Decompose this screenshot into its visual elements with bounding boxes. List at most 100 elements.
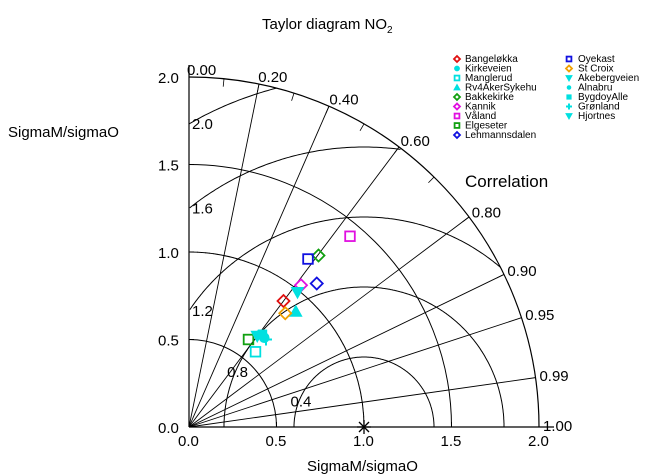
legend-marker [565, 55, 573, 63]
rms-label: 0.4 [291, 393, 312, 410]
data-point [249, 346, 262, 358]
correlation-line [188, 83, 260, 428]
marker-layer [242, 230, 371, 434]
data-point [250, 330, 265, 344]
correlation-label: 0.90 [507, 263, 536, 280]
grid-layer [188, 65, 554, 428]
correlation-minor-tick [428, 176, 435, 184]
correlation-label: 0.20 [258, 69, 287, 86]
legend-marker [564, 64, 574, 73]
legend-label: BygdoyAlle [578, 92, 628, 103]
rms-arc [293, 356, 435, 427]
legend-label: Rv4AkerSykehu [465, 83, 537, 94]
std-arc [188, 76, 540, 428]
correlation-minor-tick [291, 93, 295, 101]
legend-marker [452, 130, 462, 140]
correlation-line [188, 377, 536, 428]
legend-label: Kannik [465, 102, 497, 113]
correlation-line [188, 216, 470, 428]
rms-arc [223, 286, 505, 427]
correlation-label: 0.99 [539, 368, 568, 385]
legend-marker [565, 75, 573, 83]
legend-marker [453, 74, 461, 82]
legend-label: St Croix [578, 64, 614, 75]
rms-arc [188, 87, 277, 125]
legend: BangeløkkaKirkeveienManglerudRv4AkerSyke… [452, 54, 639, 141]
x-tick-label: 0.0 [178, 433, 199, 450]
legend-label: Oyekast [578, 54, 615, 65]
y-tick-label: 0.5 [158, 333, 179, 350]
x-tick-label: 1.0 [353, 433, 374, 450]
x-tick-label: 1.5 [441, 433, 462, 450]
correlation-label: 0.80 [472, 204, 501, 221]
legend-marker [452, 102, 462, 111]
legend-label: Våland [465, 110, 496, 122]
correlation-line [188, 274, 505, 428]
legend-marker [566, 94, 572, 100]
legend-label: Bakkekirke [465, 92, 514, 103]
legend-marker [566, 85, 572, 90]
x-tick-label: 0.5 [266, 433, 287, 450]
data-point [276, 293, 291, 309]
correlation-label: 0.00 [187, 62, 216, 79]
rms-arc [189, 146, 401, 209]
chart-title-main: Taylor diagram NO [262, 16, 387, 33]
legend-label: Alnabru [578, 83, 612, 94]
legend-label: Akebergveien [578, 73, 639, 84]
legend-label: Lehmannsdalen [465, 130, 536, 141]
data-point [302, 253, 314, 265]
legend-label: Grønland [578, 102, 620, 113]
correlation-minor-tick [462, 216, 470, 223]
reference-std-arc [188, 251, 365, 428]
rms-label: 2.0 [192, 116, 213, 133]
chart-title-subscript: 2 [387, 25, 393, 36]
data-point [277, 305, 293, 321]
data-point [288, 304, 303, 317]
legend-marker [565, 113, 573, 121]
data-point [242, 333, 255, 346]
correlation-label: 0.40 [329, 92, 358, 109]
legend-label: Kirkeveien [465, 64, 512, 75]
x-axis-label: SigmaM/sigmaO [307, 458, 418, 475]
y-tick-label: 0.0 [158, 420, 179, 437]
tick-layer: 0.4 0.8 1.2 1.6 2.0 0.0 0.5 1.0 1.5 2.0 0.0 0.5 1.0 1… [158, 62, 572, 450]
legend-marker [452, 92, 462, 102]
y-axis-label: SigmaM/sigmaO [8, 124, 119, 141]
correlation-line [188, 106, 330, 428]
data-point [311, 248, 326, 263]
correlation-title: Correlation [465, 172, 548, 191]
correlation-minor-tick [359, 123, 365, 132]
chart-title: Taylor diagram NO2 [262, 16, 393, 36]
data-point [309, 276, 325, 291]
correlation-minor-tick [222, 78, 225, 87]
std-arc [188, 339, 277, 428]
legend-marker [454, 65, 460, 72]
legend-label: Bangeløkka [465, 54, 518, 65]
correlation-label: 0.60 [401, 133, 430, 150]
y-tick-label: 1.0 [158, 245, 179, 262]
correlation-minor-tick [325, 106, 330, 114]
correlation-minor-tick [257, 83, 260, 92]
rms-label: 0.8 [227, 364, 248, 381]
correlation-minor-tick [393, 146, 400, 154]
y-tick-label: 2.0 [158, 70, 179, 87]
legend-label: Elgeseter [465, 121, 508, 132]
rms-label: 1.6 [192, 200, 213, 217]
legend-marker [452, 54, 462, 64]
correlation-line [188, 317, 522, 428]
rms-arc [189, 216, 501, 310]
legend-marker [453, 122, 461, 129]
data-point [344, 230, 356, 242]
rms-label: 1.2 [192, 303, 213, 320]
x-tick-label: 2.0 [528, 433, 549, 450]
legend-marker [453, 83, 461, 91]
correlation-minor-tick [496, 274, 505, 279]
legend-label: Hjortnes [578, 111, 615, 122]
correlation-label: 1.00 [543, 418, 572, 435]
reference-point-marker [358, 421, 370, 433]
data-point [290, 286, 305, 300]
std-arc [188, 164, 452, 428]
correlation-label: 0.95 [525, 307, 554, 324]
y-tick-label: 1.5 [158, 158, 179, 175]
